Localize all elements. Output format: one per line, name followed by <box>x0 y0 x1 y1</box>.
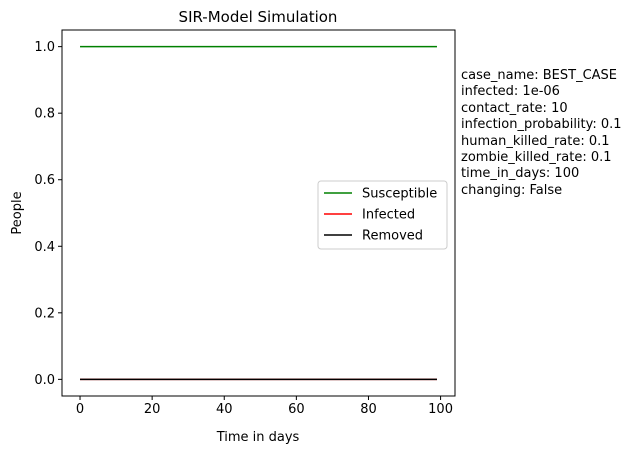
parameter-list: case_name: BEST_CASE infected: 1e-06 conta… <box>461 68 622 199</box>
legend-box <box>317 180 448 250</box>
y-tick-label: 0.4 <box>34 240 55 255</box>
chart-title: SIR-Model Simulation <box>179 8 338 26</box>
parameter-line: infected: 1e-06 <box>461 84 560 100</box>
parameter-line: infection_probability: 0.1 <box>461 117 622 133</box>
parameter-line: contact_rate: 10 <box>461 100 568 116</box>
plot-frame <box>61 29 456 397</box>
legend: Susceptible Infected Removed <box>317 180 448 250</box>
y-tick-label: 0.6 <box>34 173 55 188</box>
y-tick-label: 1.0 <box>34 40 55 55</box>
x-axis-label: Time in days <box>216 430 300 445</box>
x-tick-label: 60 <box>288 402 305 417</box>
legend-label-removed: Removed <box>362 229 423 244</box>
x-tick-label: 80 <box>360 402 377 417</box>
x-tick-label: 40 <box>216 402 233 417</box>
y-axis-label: People <box>10 191 25 234</box>
parameter-line: time_in_days: 100 <box>461 166 580 182</box>
x-tick-label: 20 <box>144 402 161 417</box>
legend-label-infected: Infected <box>362 208 415 223</box>
parameter-line: changing: False <box>461 182 563 198</box>
parameter-line: zombie_killed_rate: 0.1 <box>461 150 612 166</box>
y-tick-label: 0.0 <box>34 373 55 388</box>
legend-label-susceptible: Susceptible <box>362 187 437 202</box>
x-tick-label: 0 <box>76 402 84 417</box>
parameter-line: human_killed_rate: 0.1 <box>461 133 610 149</box>
parameter-line: case_name: BEST_CASE <box>461 68 618 83</box>
x-tick-label: 100 <box>428 402 453 417</box>
y-tick-label: 0.8 <box>34 107 55 122</box>
y-tick-label: 0.2 <box>34 306 55 321</box>
